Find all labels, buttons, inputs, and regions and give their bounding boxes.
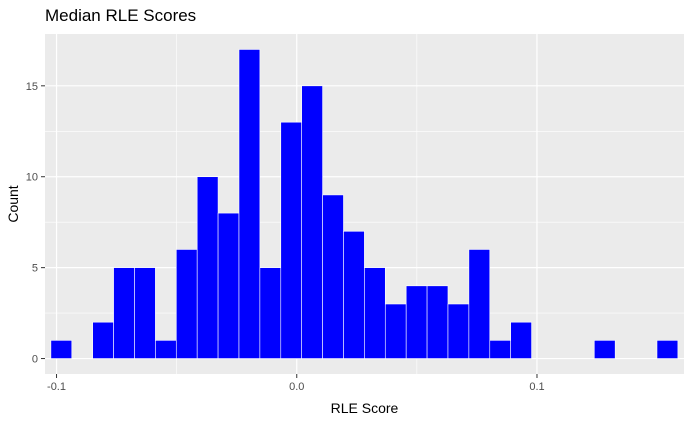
- x-tick-label: 0.1: [529, 381, 544, 393]
- histogram-bar-30: [656, 340, 679, 359]
- x-axis-ticks: -0.1 0.0 0.1: [47, 374, 545, 393]
- histogram-bar-20: [447, 303, 470, 359]
- histogram-bar-5: [134, 267, 156, 359]
- histogram-bar-15: [343, 230, 365, 359]
- y-axis-title: Count: [5, 185, 21, 222]
- histogram-bar-11: [259, 267, 282, 359]
- x-axis-title: RLE Score: [331, 400, 399, 416]
- histogram-bar-12: [280, 121, 302, 359]
- histogram-bar-19: [426, 285, 449, 359]
- histogram-bar-17: [384, 303, 407, 359]
- x-tick-label: 0.0: [289, 381, 304, 393]
- histogram-bar-18: [405, 285, 428, 359]
- histogram-bar-27: [593, 340, 616, 359]
- histogram-bar-4: [113, 267, 135, 359]
- x-tick-label: -0.1: [47, 381, 66, 393]
- histogram-bar-13: [301, 85, 323, 359]
- y-tick-label: 10: [26, 172, 38, 184]
- histogram-bar-3: [92, 321, 114, 359]
- histogram-bar-8: [196, 176, 219, 359]
- histogram-bar-23: [510, 321, 532, 359]
- histogram-bar-1: [50, 340, 73, 359]
- y-tick-label: 15: [26, 81, 38, 93]
- histogram-bar-10: [238, 49, 261, 359]
- histogram-bars: [50, 49, 679, 359]
- chart-title: Median RLE Scores: [45, 6, 196, 25]
- y-axis-ticks: 0 5 10 15: [26, 81, 45, 366]
- histogram-bar-9: [217, 212, 240, 359]
- histogram-bar-6: [155, 340, 177, 359]
- histogram-bar-21: [468, 249, 491, 359]
- y-tick-label: 0: [32, 354, 38, 366]
- histogram-bar-16: [364, 267, 386, 359]
- histogram-bar-14: [322, 194, 344, 359]
- histogram-bar-7: [175, 249, 198, 359]
- y-tick-label: 5: [32, 263, 38, 275]
- histogram-bar-22: [489, 340, 511, 359]
